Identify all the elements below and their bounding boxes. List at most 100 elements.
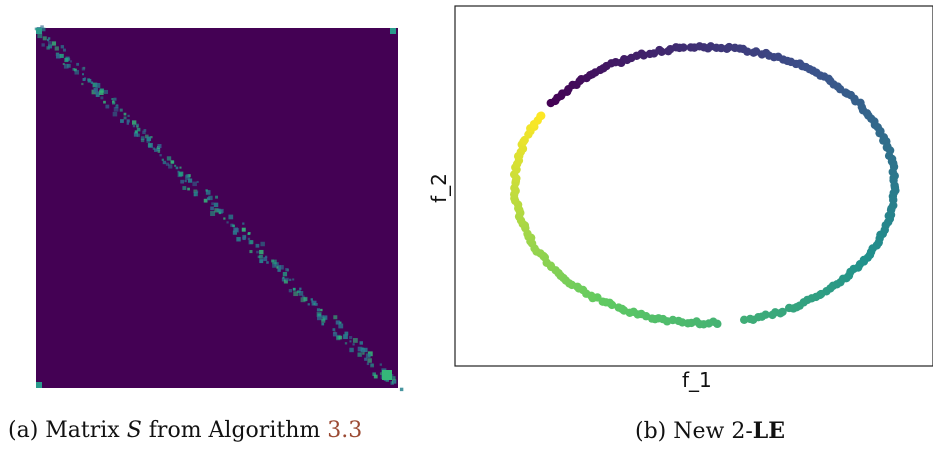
matrix-cell [392, 380, 397, 384]
matrix-cell [81, 67, 85, 71]
matrix-cell [120, 119, 124, 123]
matrix-cell [112, 101, 116, 105]
matrix-cell [228, 214, 234, 220]
matrix-cell [123, 112, 127, 116]
matrix-background [36, 28, 398, 388]
matrix-cell [249, 240, 254, 244]
matrix-cell [51, 41, 57, 46]
matrix-cell [259, 254, 263, 259]
matrix-cell [303, 296, 308, 301]
caption-b: (b) New 2-LE [635, 418, 785, 444]
scatter-points [509, 42, 900, 329]
matrix-cell [364, 357, 368, 361]
caption-a-middle: from Algorithm [141, 418, 328, 443]
caption-b-bold: LE [752, 418, 786, 444]
matrix-cell [174, 164, 177, 167]
algorithm-reference-link[interactable]: 3.3 [327, 418, 363, 443]
matrix-cell [37, 33, 43, 39]
matrix-cell [210, 206, 214, 211]
matrix-cell [316, 311, 322, 317]
matrix-cell [140, 136, 145, 140]
matrix-cell [147, 143, 152, 148]
x-axis-label: f_1 [682, 368, 712, 392]
matrix-cell [62, 48, 66, 52]
panel-b: f_1 f_2 (b) New 2-LE [427, 0, 933, 455]
matrix-cell [288, 289, 293, 293]
matrix-cell [332, 328, 336, 331]
scatter-point [679, 43, 688, 52]
caption-a: (a) Matrix S from Algorithm 3.3 [8, 418, 362, 443]
matrix-cell [321, 322, 325, 326]
matrix-cell [299, 287, 302, 290]
matrix-heatmap [34, 25, 404, 392]
matrix-cell [184, 179, 187, 183]
matrix-cell [349, 335, 353, 340]
matrix-cell [90, 81, 94, 84]
matrix-cell [63, 63, 69, 69]
matrix-corner-cell [382, 370, 392, 380]
matrix-cell [146, 139, 150, 143]
matrix-cell [360, 347, 365, 353]
matrix-cell [276, 266, 279, 269]
matrix-cell [193, 189, 198, 194]
matrix-cell [359, 341, 363, 345]
matrix-cell [208, 195, 213, 201]
matrix-cell [134, 130, 138, 134]
matrix-cell [234, 228, 240, 233]
matrix-cell [112, 100, 115, 103]
matrix-cell [105, 104, 110, 109]
matrix-cell [349, 340, 352, 343]
matrix-cell [159, 154, 162, 157]
matrix-cell [372, 372, 376, 376]
matrix-cell [67, 58, 71, 61]
matrix-cell [282, 271, 288, 277]
matrix-cell [193, 192, 198, 197]
matrix-cell [168, 164, 173, 169]
matrix-cell [301, 295, 305, 299]
matrix-cell [205, 189, 208, 192]
matrix-cell [203, 198, 208, 203]
matrix-cell [165, 162, 170, 166]
matrix-corner-cell [36, 28, 42, 34]
matrix-cell [41, 43, 45, 47]
matrix-cell [366, 362, 370, 366]
matrix-corner-cell [390, 28, 396, 34]
matrix-cell [95, 91, 100, 95]
matrix-cell [157, 144, 162, 149]
matrix-cell [264, 255, 268, 259]
matrix-cell [242, 236, 246, 241]
matrix-cell [316, 308, 321, 312]
matrix-cell [179, 166, 182, 169]
matrix-cell [298, 290, 304, 296]
matrix-cell [210, 211, 216, 217]
matrix-cell [272, 263, 277, 268]
matrix-cell [352, 343, 355, 346]
plot-frame [454, 5, 933, 367]
matrix-cell [48, 41, 52, 45]
matrix-cell [113, 97, 117, 101]
matrix-cell [76, 62, 80, 66]
matrix-cell [103, 100, 106, 104]
matrix-cell [335, 320, 340, 325]
matrix-cell [272, 259, 277, 265]
matrix-cell [338, 323, 344, 329]
matrix-cell [313, 302, 317, 306]
matrix-cell [187, 187, 190, 191]
scatter-point [739, 315, 749, 325]
matrix-cell [336, 335, 341, 341]
matrix-cell [195, 190, 199, 193]
matrix-cell [247, 232, 251, 235]
matrix-cell [289, 278, 292, 282]
scatter-point [743, 47, 752, 56]
matrix-cell [283, 279, 288, 284]
matrix-cell [40, 25, 44, 29]
matrix-cell [152, 147, 156, 150]
matrix-cell [379, 372, 383, 375]
matrix-cell [285, 268, 289, 272]
caption-a-symbol: S [126, 418, 142, 443]
matrix-cell [95, 93, 100, 97]
matrix-corner-cell [36, 382, 42, 388]
matrix-cell [74, 70, 80, 75]
matrix-cell [249, 250, 253, 254]
matrix-cell [112, 111, 118, 117]
